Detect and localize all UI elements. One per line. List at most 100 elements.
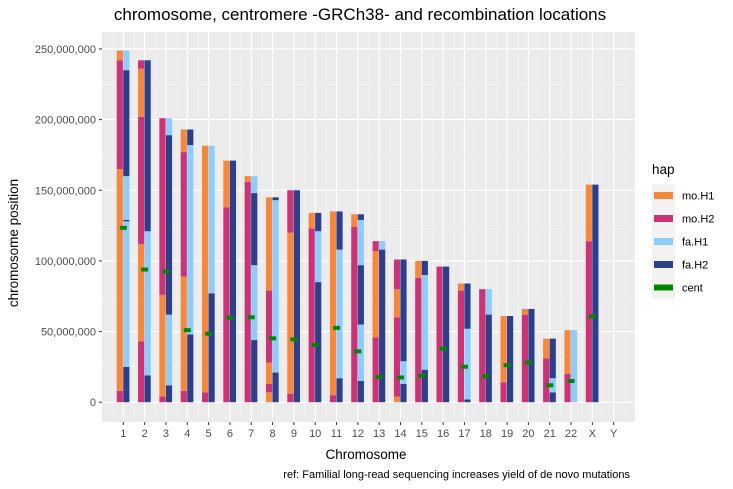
bar-segment: [592, 184, 599, 403]
legend-title: hap: [652, 162, 675, 177]
x-tick-label: Y: [610, 428, 618, 440]
centromere-marker: [503, 363, 511, 368]
legend-label: fa.H1: [682, 237, 708, 249]
bar-segment: [123, 70, 130, 177]
y-tick-label: 150,000,000: [35, 185, 96, 197]
centromere-layer: [119, 225, 596, 388]
bar-segment: [315, 231, 322, 283]
bar-segment: [400, 361, 407, 384]
centromere-marker: [205, 331, 213, 336]
bar-segment: [585, 241, 592, 403]
bar-segment: [180, 390, 187, 403]
bar-segment: [329, 211, 337, 396]
x-tick-label: 7: [248, 428, 254, 440]
legend-label: mo.H2: [682, 214, 714, 226]
bar-segment: [208, 145, 215, 294]
centromere-marker: [460, 364, 468, 369]
bar-segment: [336, 378, 343, 403]
bar-segment: [187, 145, 194, 335]
bar-segment: [265, 383, 273, 393]
bar-segment: [357, 219, 364, 266]
bar-segment: [436, 266, 443, 403]
centromere-marker: [418, 373, 426, 378]
chart-title: chromosome, centromere -GRCh38- and reco…: [114, 5, 606, 24]
bar-segment: [372, 337, 379, 403]
bar-segment: [187, 129, 194, 146]
x-tick-label: 10: [309, 428, 321, 440]
bar-segment: [187, 334, 194, 403]
bar-segment: [528, 308, 535, 403]
bar-segment: [251, 340, 258, 403]
centromere-marker: [290, 337, 298, 342]
bar-segment: [315, 212, 322, 232]
bar-segment: [457, 283, 465, 291]
bar-segment: [379, 241, 386, 250]
centromere-marker: [269, 336, 277, 341]
bar-segment: [202, 392, 209, 403]
bar-segment: [138, 116, 145, 244]
bar-segment: [400, 259, 407, 362]
x-tick-label: 13: [373, 428, 385, 440]
bar-segment: [138, 341, 145, 403]
bar-segment: [415, 260, 422, 278]
y-axis: 0 50,000,000 100,000,000 150,000,000 200,000…: [35, 44, 102, 409]
bar-segment: [287, 393, 294, 403]
bar-segment: [564, 373, 571, 403]
bar-segment: [116, 60, 123, 170]
bar-segment: [165, 314, 173, 386]
centromere-marker: [375, 375, 383, 380]
bar-segment: [485, 289, 492, 315]
centromere-marker: [119, 225, 127, 230]
centromere-marker: [567, 379, 575, 384]
bar-segment: [564, 355, 571, 374]
bar-segment: [180, 129, 187, 153]
centromere-marker: [183, 328, 191, 333]
bar-segment: [165, 385, 173, 403]
bar-segment: [123, 50, 130, 71]
bar-segment: [208, 293, 215, 403]
y-tick-label: 0: [90, 397, 96, 409]
bar-segment: [570, 330, 578, 403]
bar-segment: [116, 169, 123, 391]
x-tick-label: 18: [480, 428, 492, 440]
bar-segment: [393, 289, 401, 318]
bar-segment: [549, 392, 556, 403]
bar-segment: [308, 228, 315, 403]
x-tick-label: 19: [501, 428, 513, 440]
bar-segment: [379, 249, 386, 403]
bar-segment: [138, 68, 145, 117]
bar-segment: [415, 277, 422, 403]
x-tick-label: 15: [416, 428, 428, 440]
x-tick-label: 14: [394, 428, 406, 440]
bar-segment: [138, 243, 145, 342]
bar-segment: [421, 260, 428, 276]
bar-segment: [265, 197, 273, 291]
bar-segment: [116, 50, 123, 61]
bar-segment: [393, 396, 401, 403]
bar-segment: [400, 383, 407, 403]
bar-segment: [223, 160, 230, 208]
x-tick-label: 2: [142, 428, 148, 440]
bar-segment: [336, 249, 343, 379]
bar-segment: [543, 358, 550, 403]
bar-segment: [251, 265, 258, 341]
centromere-marker: [482, 374, 490, 379]
bar-segment: [464, 283, 471, 329]
bar-segment: [329, 395, 337, 403]
legend-swatch: [654, 284, 673, 291]
bar-segment: [549, 338, 556, 379]
bar-segment: [287, 232, 294, 394]
bar-segment: [144, 231, 151, 376]
x-tick-label: 21: [544, 428, 556, 440]
bar-segment: [251, 176, 258, 194]
x-tick-label: 9: [291, 428, 297, 440]
bar-segment: [265, 392, 273, 403]
bar-segment: [372, 241, 379, 252]
chart-caption: ref: Familial long-read sequencing incre…: [283, 469, 630, 481]
bar-segment: [464, 399, 471, 403]
bar-segment: [421, 275, 428, 370]
bar-segment: [500, 316, 507, 383]
bar-segment: [443, 266, 450, 403]
bar-segment: [585, 184, 592, 242]
